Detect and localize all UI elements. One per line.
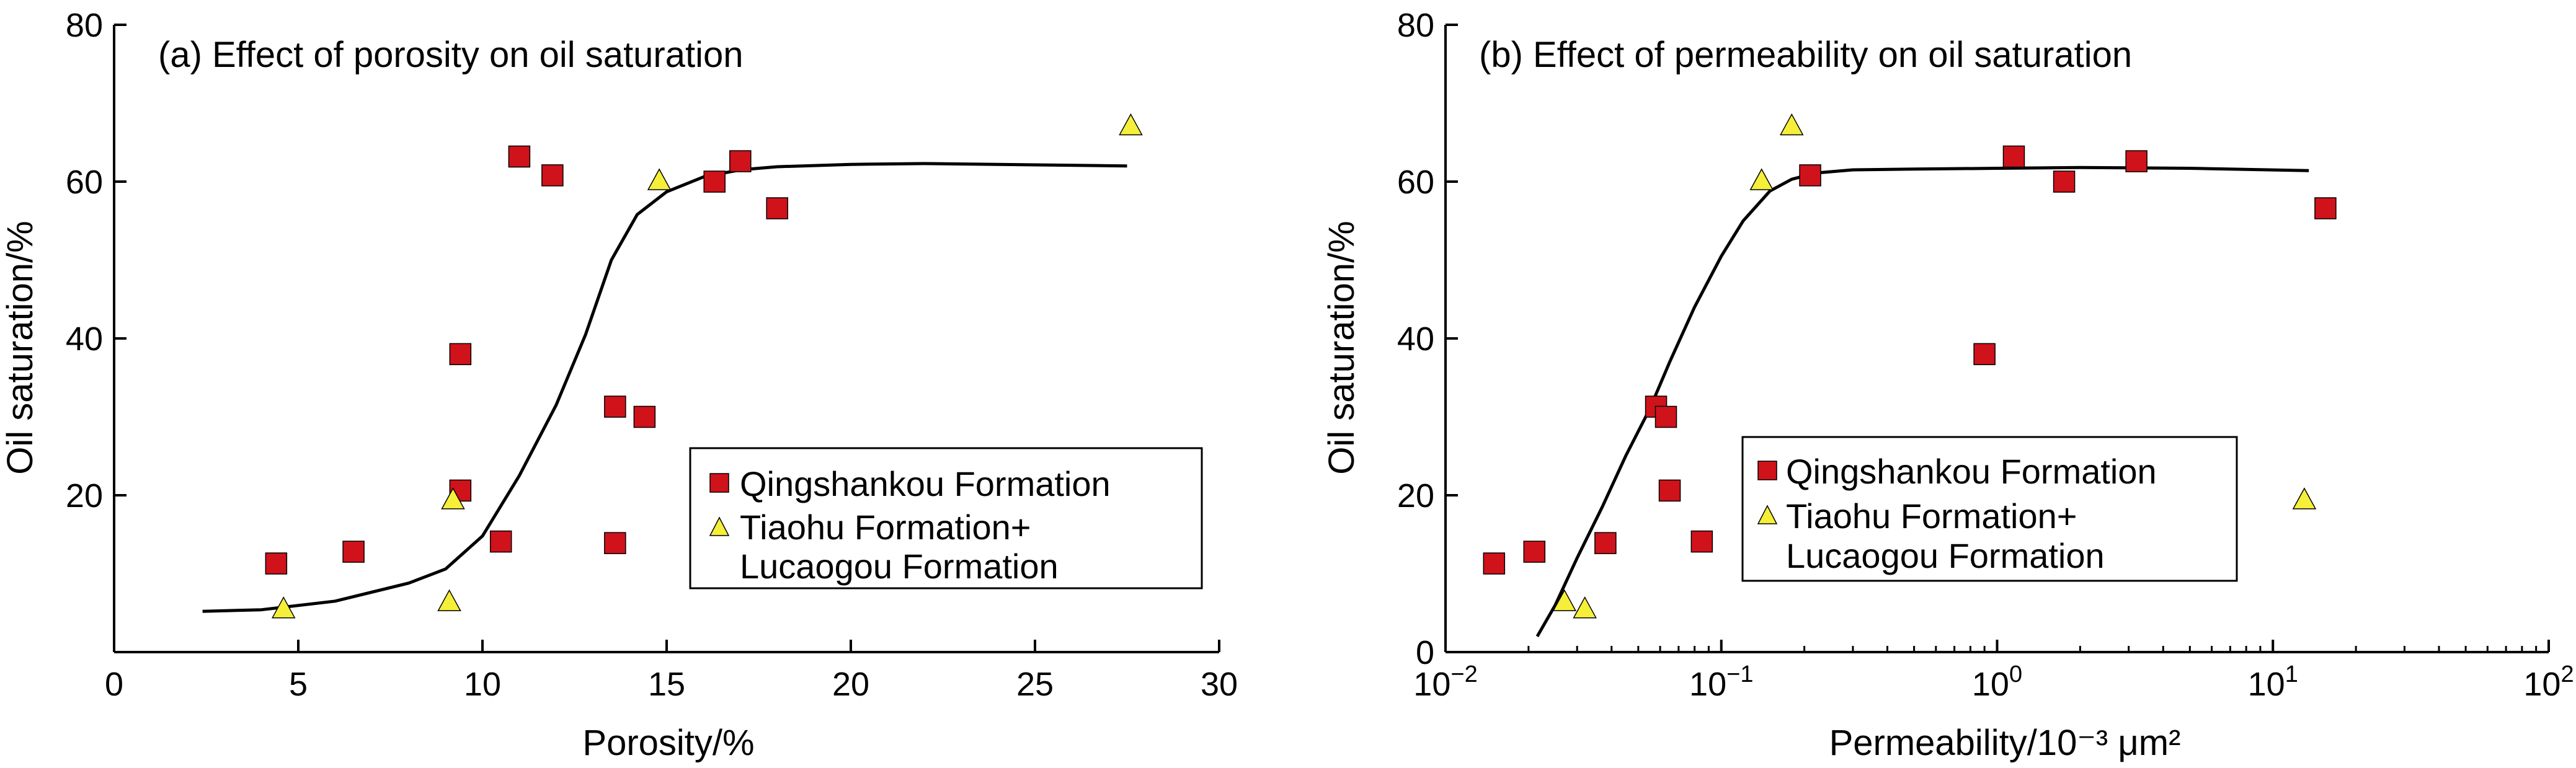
panel-b-point-tiaohu-lucaogou <box>1780 113 1804 136</box>
panel-a-point-qingshankou <box>342 541 365 563</box>
panel-b-point-qingshankou <box>1523 541 1546 563</box>
panel-a-x-tick-label: 10 <box>464 666 501 703</box>
panel-a-x-tick-label: 15 <box>648 666 685 703</box>
panel-a-point-qingshankou <box>766 197 788 219</box>
panel-a-x-tick-label: 20 <box>832 666 869 703</box>
panel-a-y-tick-label: 20 <box>66 477 103 514</box>
panel-b-y-axis-title: Oil saturation/% <box>1321 221 1362 474</box>
panel-b-x-tick-label: 100 <box>1972 661 2022 703</box>
panel-b-point-qingshankou <box>1799 164 1821 187</box>
panel-a-title: (a) Effect of porosity on oil saturation <box>158 35 744 75</box>
panel-b-x-tick-label: 101 <box>2248 661 2298 703</box>
panel-a-legend-square-icon <box>709 473 729 493</box>
panel-a-porosity-chart: 20 40 60 80 0 5 10 15 20 25 30 (a) Effect of poro… <box>0 7 1238 763</box>
panel-b-point-qingshankou <box>1483 552 1506 575</box>
panel-a-legend-box <box>689 447 1203 589</box>
panel-a-point-qingshankou <box>508 145 531 168</box>
panel-b-legend: Qingshankou Formation Tiaohu Formation+ … <box>1741 436 2238 582</box>
panel-b-title: (b) Effect of permeability on oil satura… <box>1479 35 2132 75</box>
panel-a-x-ticks: 0 5 10 15 20 25 30 <box>105 640 1238 703</box>
panel-a-trend-line <box>202 162 1127 613</box>
panel-a-axes <box>113 25 1219 653</box>
panel-b-point-qingshankou <box>1973 343 1996 366</box>
panel-b-trend-line <box>1535 166 2309 637</box>
panel-a-legend-label-tiaohu: Tiaohu Formation+ <box>740 508 1031 547</box>
panel-a-y-axis-title: Oil saturation/% <box>0 221 40 474</box>
panel-b-point-qingshankou <box>1658 479 1681 502</box>
panel-b-y-tick-label: 80 <box>1397 7 1434 44</box>
panel-b-trend <box>1535 166 2309 637</box>
panel-b-point-tiaohu-lucaogou <box>2292 487 2317 510</box>
panel-b-legend-label-tiaohu: Tiaohu Formation+ <box>1786 497 2077 536</box>
panel-a-x-axis-title: Porosity/% <box>582 723 754 763</box>
panel-b-legend-label-lucaogou: Lucaogou Formation <box>1786 536 2105 575</box>
panel-a-point-qingshankou <box>604 532 626 554</box>
panel-a-point-qingshankou <box>703 170 726 193</box>
panel-b-point-qingshankou <box>1594 532 1617 554</box>
panel-b-axes <box>1444 25 2549 653</box>
panel-a-y-tick-label: 80 <box>66 7 103 44</box>
panel-b-x-tick-label: 102 <box>2523 661 2574 703</box>
panel-b-x-tick-label: 10−1 <box>1689 661 1753 703</box>
panel-a-point-tiaohu-lucaogou <box>1119 113 1143 136</box>
panel-b-y-tick-label: 20 <box>1397 477 1434 514</box>
panel-a-x-tick-label: 5 <box>289 666 308 703</box>
panel-b-point-qingshankou <box>1654 405 1677 428</box>
panel-b-points <box>1483 113 2337 619</box>
panel-b-legend-label-qingshankou: Qingshankou Formation <box>1786 452 2157 491</box>
panel-b-y-tick-label: 0 <box>1416 634 1434 671</box>
panel-b-legend-square-icon <box>1757 461 1777 480</box>
panel-b-point-tiaohu-lucaogou <box>1552 589 1577 612</box>
panel-a-legend-label-lucaogou: Lucaogou Formation <box>740 547 1059 586</box>
panel-b-x-axis-title: Permeability/10⁻³ μm² <box>1829 723 2181 763</box>
panel-b-x-ticks: 10−2 10−1 100 101 102 <box>1413 640 2574 703</box>
panel-b-point-qingshankou <box>1690 530 1713 553</box>
panel-a-y-tick-label: 40 <box>66 320 103 358</box>
panel-b-x-tick-label: 10−2 <box>1413 661 1477 703</box>
panel-a-point-qingshankou <box>604 395 626 418</box>
panel-b-y-ticks: 0 20 40 60 80 <box>1397 7 1458 671</box>
panel-a-trend <box>202 162 1127 613</box>
panel-a-point-qingshankou <box>265 552 288 575</box>
panel-a-point-qingshankou <box>541 164 564 187</box>
panel-b-point-tiaohu-lucaogou <box>1749 168 1774 190</box>
panel-b-point-qingshankou <box>2314 197 2337 219</box>
panel-a-legend-label-qingshankou: Qingshankou Formation <box>740 464 1111 503</box>
panel-b-permeability-chart: 0 20 40 60 80 10−2 10−1 100 101 102 (b) Effect o… <box>1321 7 2574 763</box>
panel-a-x-tick-label: 30 <box>1201 666 1238 703</box>
panel-a-point-qingshankou <box>489 530 512 553</box>
panel-a-point-tiaohu-lucaogou <box>271 596 296 619</box>
panel-a-points <box>265 113 1143 619</box>
panel-a-point-tiaohu-lucaogou <box>647 168 672 190</box>
panel-b-point-qingshankou <box>2125 150 2147 172</box>
panel-a-legend-triangle-icon <box>709 516 730 536</box>
panel-b-point-qingshankou <box>2053 170 2076 193</box>
panel-a-y-ticks: 20 40 60 80 <box>66 7 127 514</box>
panel-b-point-qingshankou <box>2002 145 2025 168</box>
panel-a-point-tiaohu-lucaogou <box>441 487 465 510</box>
panel-a-x-tick-label: 0 <box>105 666 123 703</box>
panel-a-point-qingshankou <box>729 150 752 172</box>
panel-a-legend: Qingshankou Formation Tiaohu Formation+ … <box>689 447 1203 589</box>
panel-b-point-tiaohu-lucaogou <box>1573 596 1597 619</box>
panel-b-legend-box <box>1741 436 2238 582</box>
panel-a-y-tick-label: 60 <box>66 164 103 201</box>
panel-a-point-qingshankou <box>633 405 656 428</box>
panel-a-x-tick-label: 25 <box>1016 666 1054 703</box>
panel-a-point-tiaohu-lucaogou <box>437 589 461 612</box>
panel-b-y-tick-label: 40 <box>1397 320 1434 358</box>
panel-b-legend-triangle-icon <box>1757 505 1778 524</box>
panel-b-y-tick-label: 60 <box>1397 164 1434 201</box>
panel-a-point-qingshankou <box>449 343 472 366</box>
